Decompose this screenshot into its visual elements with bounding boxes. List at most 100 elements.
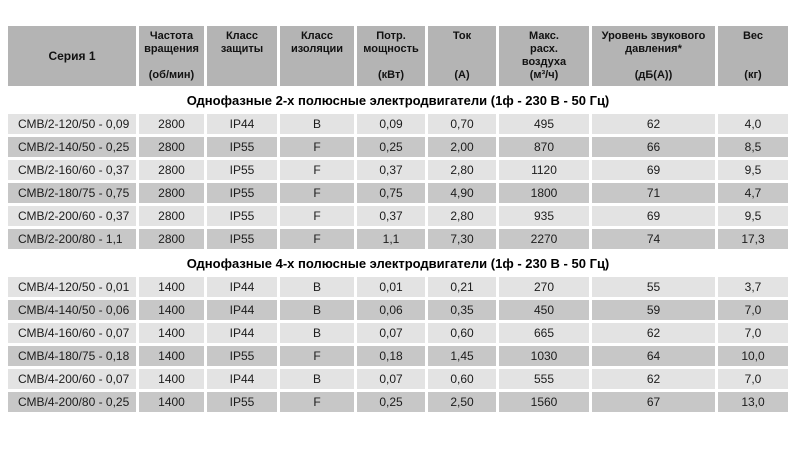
value-cell: 665	[499, 323, 589, 343]
column-header-content: Уровень звукового давления* (дБ(А))	[594, 30, 713, 82]
column-header: Потр. мощность (кВт)	[357, 26, 425, 86]
value-cell: IP55	[207, 160, 277, 180]
value-cell: 71	[592, 183, 715, 203]
value-cell: 1400	[139, 392, 204, 412]
value-cell: 10,0	[718, 346, 788, 366]
model-cell: СМВ/2-200/80 - 1,1	[8, 229, 136, 249]
value-cell: 0,60	[428, 369, 496, 389]
value-cell: 1400	[139, 300, 204, 320]
column-header: Вес (кг)	[718, 26, 788, 86]
value-cell: B	[280, 114, 354, 134]
value-cell: IP44	[207, 323, 277, 343]
value-cell: 1400	[139, 369, 204, 389]
model-cell: СМВ/2-160/60 - 0,37	[8, 160, 136, 180]
value-cell: 0,35	[428, 300, 496, 320]
value-cell: 0,37	[357, 160, 425, 180]
value-cell: 2800	[139, 183, 204, 203]
column-header: Частота вращения (об/мин)	[139, 26, 204, 86]
value-cell: 2800	[139, 229, 204, 249]
column-title: Вес	[742, 30, 764, 42]
value-cell: 59	[592, 300, 715, 320]
column-header: Ток (А)	[428, 26, 496, 86]
column-header-content: Ток (А)	[430, 30, 494, 82]
value-cell: B	[280, 323, 354, 343]
value-cell: 2800	[139, 160, 204, 180]
column-header: Макс. расх. воздуха (м³/ч)	[499, 26, 589, 86]
value-cell: 66	[592, 137, 715, 157]
value-cell: 3,7	[718, 277, 788, 297]
value-cell: 0,07	[357, 369, 425, 389]
value-cell: 1030	[499, 346, 589, 366]
value-cell: 7,0	[718, 300, 788, 320]
value-cell: IP44	[207, 300, 277, 320]
column-header: Класс изоляции	[280, 26, 354, 86]
value-cell: 0,09	[357, 114, 425, 134]
value-cell: IP44	[207, 369, 277, 389]
value-cell: IP55	[207, 229, 277, 249]
column-title: Класс защиты	[220, 30, 264, 55]
value-cell: 0,75	[357, 183, 425, 203]
column-title: Частота вращения	[144, 30, 199, 55]
section-row: Однофазные 2-х полюсные электродвигатели…	[8, 89, 788, 111]
value-cell: 9,5	[718, 160, 788, 180]
table-row: СМВ/4-140/50 - 0,06 1400 IP44 B 0,06 0,35 450 5…	[8, 300, 788, 320]
value-cell: 0,01	[357, 277, 425, 297]
value-cell: 4,0	[718, 114, 788, 134]
column-unit: (кВт)	[377, 69, 405, 81]
value-cell: IP44	[207, 277, 277, 297]
table-row: СМВ/2-120/50 - 0,09 2800 IP44 B 0,09 0,70 495 6…	[8, 114, 788, 134]
value-cell: 935	[499, 206, 589, 226]
value-cell: 1,45	[428, 346, 496, 366]
value-cell: 2,00	[428, 137, 496, 157]
value-cell: 1560	[499, 392, 589, 412]
value-cell: 62	[592, 369, 715, 389]
value-cell: 270	[499, 277, 589, 297]
model-cell: СМВ/4-200/60 - 0,07	[8, 369, 136, 389]
value-cell: F	[280, 346, 354, 366]
table-row: СМВ/2-200/80 - 1,1 2800 IP55 F 1,1 7,30 2270 74…	[8, 229, 788, 249]
value-cell: 8,5	[718, 137, 788, 157]
table-row: СМВ/2-180/75 - 0,75 2800 IP55 F 0,75 4,90 1800…	[8, 183, 788, 203]
value-cell: 4,90	[428, 183, 496, 203]
value-cell: 13,0	[718, 392, 788, 412]
value-cell: F	[280, 229, 354, 249]
model-cell: СМВ/4-140/50 - 0,06	[8, 300, 136, 320]
column-title: Макс. расх. воздуха	[521, 30, 567, 68]
value-cell: 69	[592, 160, 715, 180]
column-title: Потр. мощность	[363, 30, 419, 55]
value-cell: 55	[592, 277, 715, 297]
value-cell: 2,80	[428, 160, 496, 180]
value-cell: 1800	[499, 183, 589, 203]
column-title: Класс изоляции	[290, 30, 344, 55]
value-cell: 0,07	[357, 323, 425, 343]
table-row: СМВ/4-200/60 - 0,07 1400 IP44 B 0,07 0,60 555 6…	[8, 369, 788, 389]
value-cell: 2800	[139, 137, 204, 157]
model-cell: СМВ/2-140/50 - 0,25	[8, 137, 136, 157]
value-cell: 62	[592, 323, 715, 343]
value-cell: 495	[499, 114, 589, 134]
value-cell: 64	[592, 346, 715, 366]
column-unit: (А)	[454, 69, 470, 81]
value-cell: 2800	[139, 114, 204, 134]
value-cell: F	[280, 160, 354, 180]
value-cell: 1400	[139, 346, 204, 366]
column-unit: (об/мин)	[148, 69, 195, 81]
value-cell: 1120	[499, 160, 589, 180]
value-cell: F	[280, 206, 354, 226]
value-cell: 555	[499, 369, 589, 389]
value-cell: 0,37	[357, 206, 425, 226]
value-cell: B	[280, 277, 354, 297]
column-title: Уровень звукового давления*	[601, 30, 706, 55]
value-cell: 870	[499, 137, 589, 157]
value-cell: 0,60	[428, 323, 496, 343]
model-cell: СМВ/4-120/50 - 0,01	[8, 277, 136, 297]
value-cell: IP55	[207, 392, 277, 412]
value-cell: 62	[592, 114, 715, 134]
value-cell: F	[280, 137, 354, 157]
value-cell: 2,80	[428, 206, 496, 226]
column-header-content: Вес (кг)	[720, 30, 786, 82]
value-cell: 0,25	[357, 137, 425, 157]
column-title: Ток	[452, 30, 472, 42]
value-cell: 450	[499, 300, 589, 320]
value-cell: 7,0	[718, 369, 788, 389]
